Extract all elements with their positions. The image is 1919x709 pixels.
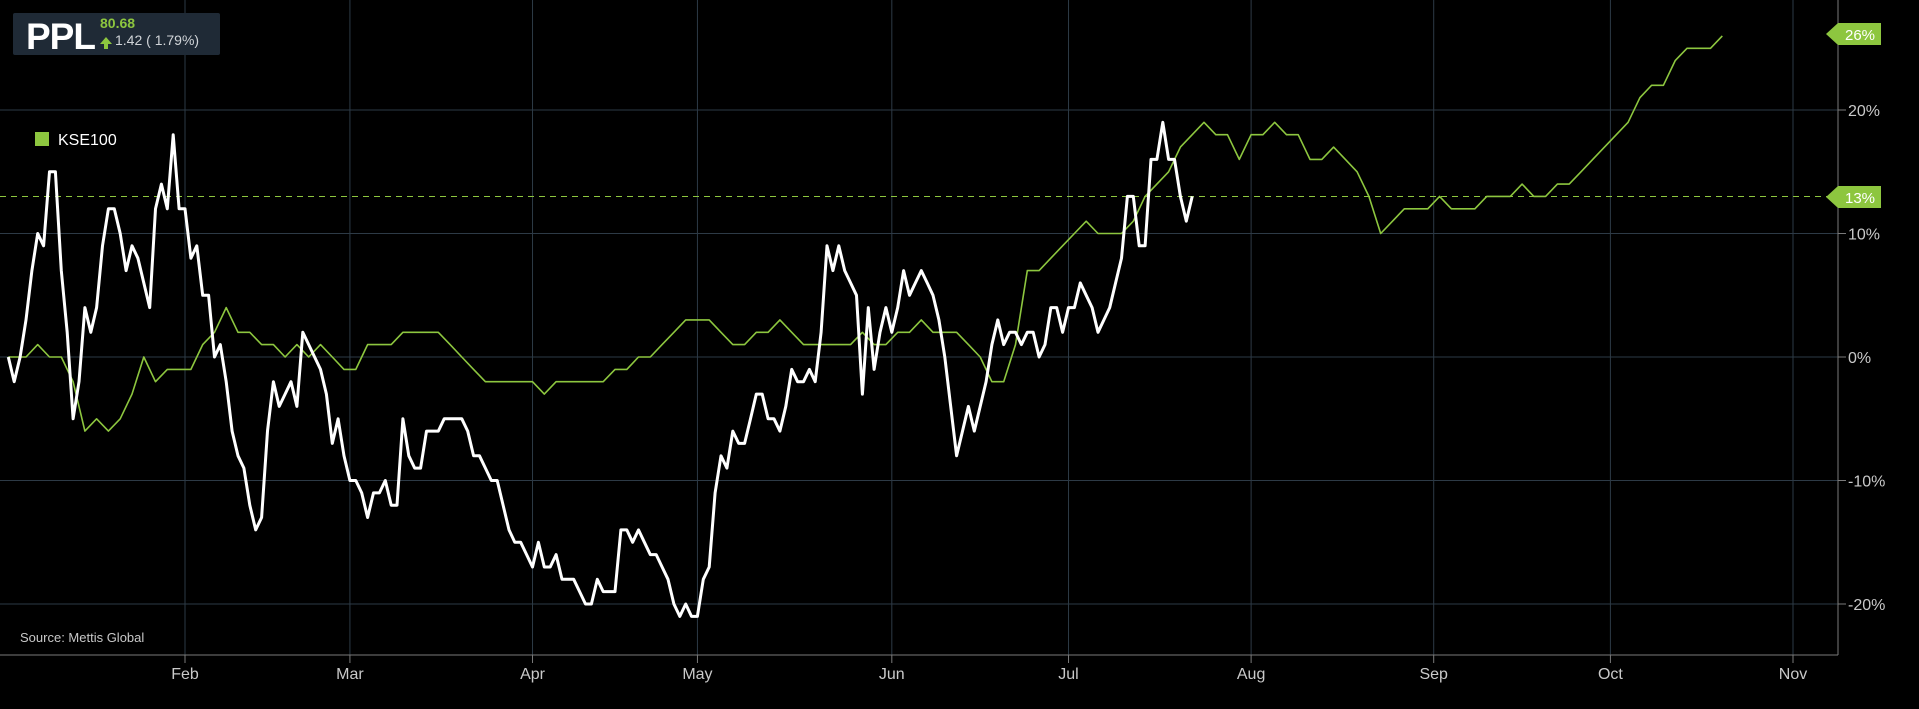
x-tick-label: Oct [1598,666,1623,683]
ppl-value-badge: 13% [1826,186,1881,208]
ticker-change: 1.42 ( 1.79%) [115,32,200,48]
y-tick-label: 0% [1848,350,1871,367]
kse-value-badge: 26% [1826,23,1881,45]
y-axis: -20% -10% 0% 10% 20% [1837,0,1885,655]
x-tick-label: Mar [336,666,364,683]
kse-badge-text: 26% [1845,27,1875,44]
chart-legend: KSE100 [35,132,117,150]
kse-badge-shape [1826,23,1881,45]
source-note: Source: Mettis Global [20,630,145,645]
x-tick-label: Jul [1058,666,1078,683]
x-tick-label: May [682,666,712,683]
x-tick-label: Aug [1237,666,1265,683]
up-arrow-icon [100,37,112,49]
ppl-badge-shape [1826,186,1881,208]
kse100-series-line [8,35,1723,432]
x-tick-label: Sep [1419,666,1448,683]
y-tick-label: -20% [1848,597,1885,614]
chart-series [6,35,1723,618]
kse100-legend-swatch [35,132,49,146]
x-tick-label: Apr [520,666,546,683]
y-tick-label: 10% [1848,227,1880,244]
y-tick-label: 20% [1848,103,1880,120]
ticker-price: 80.68 [100,15,136,31]
chart-grid [0,0,1838,655]
ticker-panel: PPL 80.68 1.42 ( 1.79%) [13,13,220,57]
ticker-symbol: PPL [26,16,96,57]
x-tick-label: Feb [171,666,199,683]
kse100-legend-label: KSE100 [58,132,117,149]
value-badges: 26% 13% [1826,23,1881,208]
x-tick-label: Jun [879,666,905,683]
x-axis: Feb Mar Apr May Jun Jul Aug Sep Oct Nov [0,654,1838,683]
ppl-badge-text: 13% [1845,190,1875,207]
ticker-change-row: 1.42 ( 1.79%) [100,32,200,49]
ppl-series-line [6,120,1194,618]
x-tick-label: Nov [1779,666,1807,683]
y-tick-label: -10% [1848,474,1885,491]
